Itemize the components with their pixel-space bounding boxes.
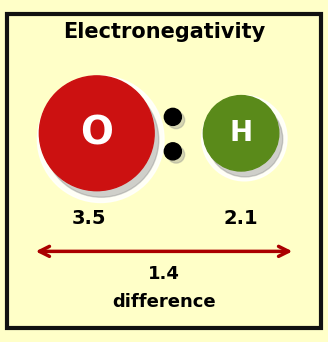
Text: O: O bbox=[80, 114, 113, 152]
Text: Electronegativity: Electronegativity bbox=[63, 22, 265, 42]
Circle shape bbox=[202, 95, 287, 181]
Circle shape bbox=[164, 143, 181, 160]
Circle shape bbox=[37, 76, 164, 202]
Text: 3.5: 3.5 bbox=[71, 209, 106, 228]
Circle shape bbox=[44, 82, 159, 197]
Text: H: H bbox=[230, 119, 253, 147]
Text: difference: difference bbox=[112, 293, 216, 311]
Circle shape bbox=[39, 76, 154, 191]
Circle shape bbox=[164, 108, 181, 126]
Circle shape bbox=[207, 102, 283, 177]
Circle shape bbox=[203, 95, 279, 171]
Text: 2.1: 2.1 bbox=[224, 209, 258, 228]
Circle shape bbox=[168, 111, 185, 129]
Text: 1.4: 1.4 bbox=[148, 265, 180, 283]
Circle shape bbox=[168, 146, 185, 163]
